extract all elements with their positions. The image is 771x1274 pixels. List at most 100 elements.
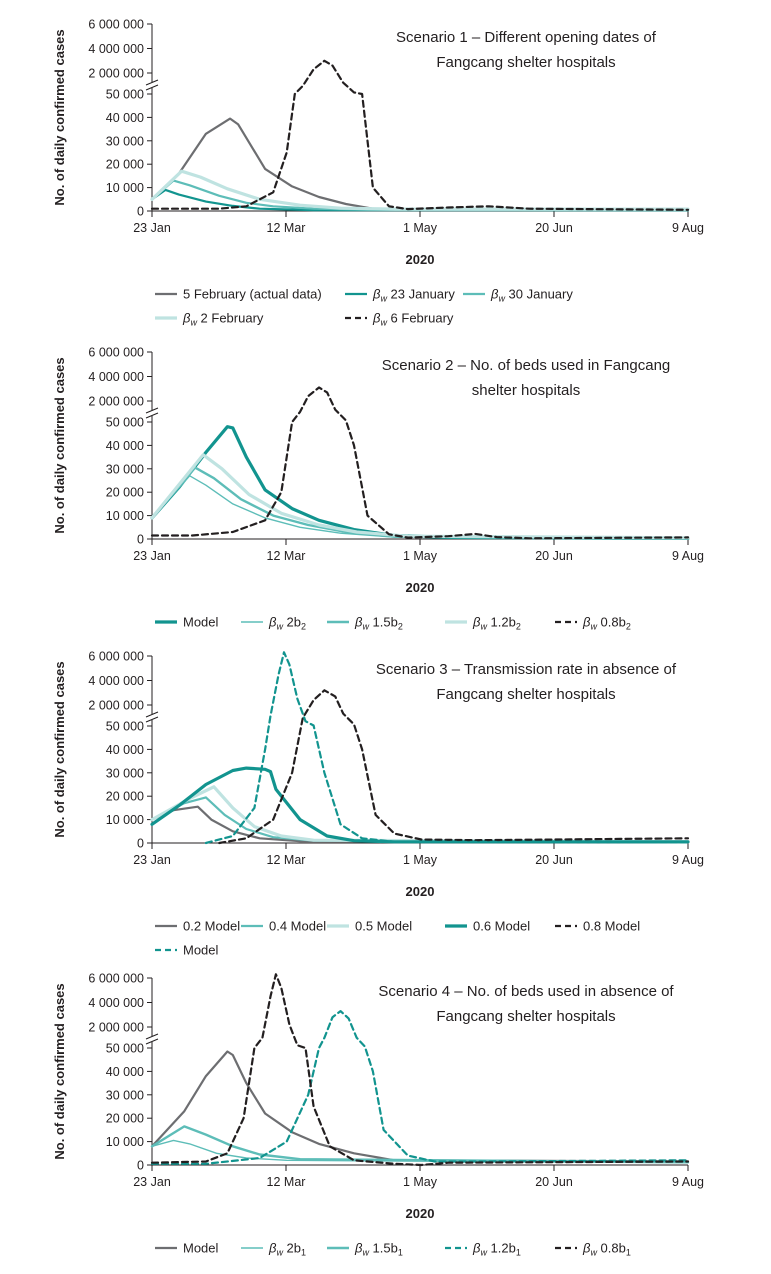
x-axis-title: 2020	[406, 884, 435, 899]
y-tick-label: 6 000 000	[88, 650, 144, 664]
x-tick-label: 12 Mar	[267, 221, 306, 235]
x-tick-label: 23 Jan	[133, 549, 171, 563]
y-tick-label: 40 000	[106, 111, 144, 125]
y-tick-label: 0	[137, 533, 144, 547]
legend-label: 0.4 Model	[269, 919, 326, 934]
y-tick-label: 30 000	[106, 462, 144, 476]
y-axis-title: No. of daily confirmed cases	[52, 357, 67, 533]
y-tick-label: 4 000 000	[88, 674, 144, 688]
x-tick-label: 23 Jan	[133, 853, 171, 867]
x-tick-label: 20 Jun	[535, 1175, 573, 1189]
series-line-1	[150, 425, 690, 540]
chart-panel-2: 0 10 000 20 000 30 000 40 000 50 000 2 000 000…	[52, 346, 704, 632]
y-tick-label: 20 000	[106, 486, 144, 500]
series-line-4	[150, 169, 690, 211]
x-axis-title: 2020	[406, 252, 435, 267]
legend-label: βw 2b1	[268, 1241, 306, 1258]
chart-panel-4: 0 10 000 20 000 30 000 40 000 50 000 2 000 000…	[52, 972, 704, 1258]
legend-label: Model	[183, 1241, 219, 1256]
x-axis-title: 2020	[406, 1206, 435, 1221]
x-tick-label: 20 Jun	[535, 853, 573, 867]
x-tick-label: 20 Jun	[535, 221, 573, 235]
y-tick-label: 50 000	[106, 720, 144, 734]
y-tick-label: 40 000	[106, 1065, 144, 1079]
chart-panel-3: 0 10 000 20 000 30 000 40 000 50 000 2 000 000…	[52, 650, 704, 958]
y-tick-label: 50 000	[106, 88, 144, 102]
y-tick-label: 50 000	[106, 416, 144, 430]
series-line-5	[150, 59, 690, 211]
y-tick-label: 10 000	[106, 509, 144, 523]
y-tick-label: 50 000	[106, 1042, 144, 1056]
y-tick-label: 6 000 000	[88, 972, 144, 986]
y-tick-label: 10 000	[106, 181, 144, 195]
scenario-title: Fangcang shelter hospitals	[436, 54, 615, 71]
legend-label: βw 1.2b2	[472, 615, 521, 632]
x-tick-label: 1 May	[403, 549, 438, 563]
y-tick-label: 4 000 000	[88, 996, 144, 1010]
scenario-title: Scenario 4 – No. of beds used in absence…	[378, 983, 674, 1000]
x-tick-label: 12 Mar	[267, 549, 306, 563]
x-tick-label: 1 May	[403, 1175, 438, 1189]
y-tick-label: 0	[137, 205, 144, 219]
y-tick-label: 0	[137, 1159, 144, 1173]
legend-label: βw 23 January	[372, 287, 455, 304]
x-tick-label: 12 Mar	[267, 853, 306, 867]
x-axis-title: 2020	[406, 580, 435, 595]
series-line-1	[150, 117, 690, 211]
series-line-4	[150, 766, 690, 844]
y-tick-label: 6 000 000	[88, 18, 144, 32]
legend-label: βw 0.8b2	[582, 615, 631, 632]
x-tick-label: 9 Aug	[672, 221, 704, 235]
legend-label: βw 0.8b1	[582, 1241, 631, 1258]
y-tick-label: 0	[137, 837, 144, 851]
y-tick-label: 20 000	[106, 158, 144, 172]
series-line-5	[150, 386, 690, 540]
x-tick-label: 1 May	[403, 221, 438, 235]
legend-label: 0.2 Model	[183, 919, 240, 934]
chart-panel-1: 0 10 000 20 000 30 000 40 000 50 000 2 000 000…	[52, 18, 704, 328]
y-tick-label: 6 000 000	[88, 346, 144, 360]
legend-label: βw 6 February	[372, 311, 454, 328]
legend-label: 0.8 Model	[583, 919, 640, 934]
scenario-title: Fangcang shelter hospitals	[436, 1008, 615, 1025]
y-tick-label: 20 000	[106, 790, 144, 804]
series-line-1	[150, 805, 690, 843]
y-axis-title: No. of daily confirmed cases	[52, 29, 67, 205]
y-tick-label: 10 000	[106, 1135, 144, 1149]
x-tick-label: 12 Mar	[267, 1175, 306, 1189]
series-line-2	[151, 475, 689, 539]
axis-break-icon	[145, 711, 159, 723]
y-tick-label: 40 000	[106, 439, 144, 453]
y-tick-label: 30 000	[106, 1088, 144, 1102]
x-tick-label: 9 Aug	[672, 853, 704, 867]
x-tick-label: 20 Jun	[535, 549, 573, 563]
y-axis-title: No. of daily confirmed cases	[52, 661, 67, 837]
legend-label: βw 1.5b1	[354, 1241, 403, 1258]
legend-label: 5 February (actual data)	[183, 287, 322, 302]
scenario-title: Scenario 2 – No. of beds used in Fangcan…	[382, 357, 671, 374]
series-line-4	[150, 1010, 690, 1165]
axis-break-icon	[145, 407, 159, 419]
x-tick-label: 23 Jan	[133, 1175, 171, 1189]
legend-label: βw 2 February	[182, 311, 264, 328]
x-tick-label: 23 Jan	[133, 221, 171, 235]
scenario-title: shelter hospitals	[472, 382, 580, 399]
y-tick-label: 2 000 000	[88, 395, 144, 409]
axis-break-icon	[145, 1033, 159, 1045]
series-line-3	[150, 1125, 690, 1164]
y-tick-label: 4 000 000	[88, 370, 144, 384]
y-tick-label: 2 000 000	[88, 67, 144, 81]
y-tick-label: 30 000	[106, 766, 144, 780]
y-tick-label: 20 000	[106, 1112, 144, 1126]
legend-label: βw 1.2b1	[472, 1241, 521, 1258]
x-tick-label: 9 Aug	[672, 1175, 704, 1189]
legend-label: βw 1.5b2	[354, 615, 403, 632]
series-line-2	[151, 1139, 689, 1164]
y-tick-label: 30 000	[106, 134, 144, 148]
series-line-5	[150, 973, 690, 1167]
y-axis-title: No. of daily confirmed cases	[52, 983, 67, 1159]
legend-label: βw 2b2	[268, 615, 306, 632]
legend-label: Model	[183, 943, 219, 958]
series-line-2	[150, 796, 690, 843]
legend-label: 0.5 Model	[355, 919, 412, 934]
